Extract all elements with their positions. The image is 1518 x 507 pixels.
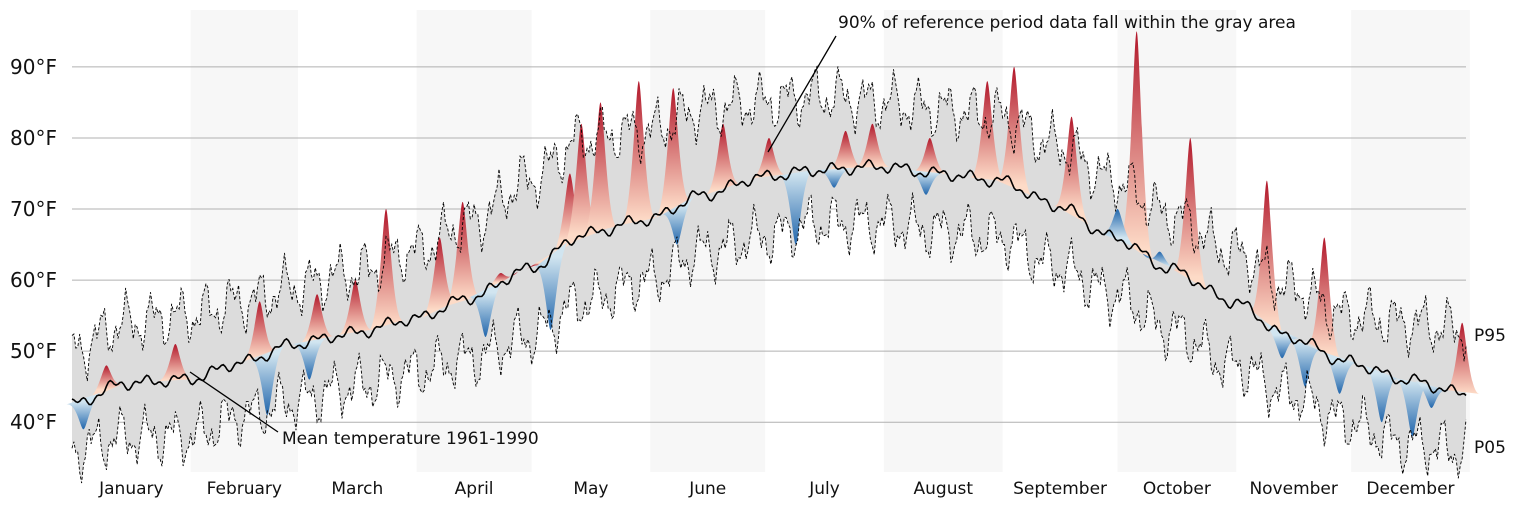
warm-anomaly	[912, 137, 948, 174]
cold-anomaly	[292, 337, 327, 380]
anomaly-spikes	[66, 31, 1480, 437]
cold-anomaly	[1395, 378, 1430, 437]
warm-anomaly	[1119, 31, 1154, 263]
cold-anomaly	[1142, 251, 1177, 271]
cold-anomaly	[1100, 209, 1135, 248]
percentile-band	[72, 66, 1466, 484]
p95-label: P95	[1474, 326, 1506, 346]
x-tick-label: June	[688, 479, 726, 499]
y-tick-label: 40°F	[10, 410, 57, 434]
cold-anomaly	[778, 170, 814, 245]
cold-anomaly	[816, 167, 852, 188]
warm-anomaly	[828, 130, 863, 170]
y-tick-label: 80°F	[10, 126, 57, 150]
cold-anomaly	[1364, 365, 1399, 423]
cold-anomaly	[659, 196, 695, 245]
y-tick-label: 70°F	[10, 197, 57, 221]
cold-anomaly	[533, 241, 568, 330]
warm-anomaly	[338, 280, 373, 335]
x-axis-month-labels: January February March April May June July Augu…	[98, 479, 1454, 499]
cold-anomaly	[468, 280, 503, 337]
cold-anomaly	[908, 169, 944, 195]
y-tick-label: 90°F	[10, 55, 57, 79]
y-tick-label: 50°F	[10, 339, 57, 363]
warm-anomaly	[996, 66, 1032, 196]
warm-anomaly	[368, 209, 404, 331]
warm-anomaly	[751, 137, 787, 179]
warm-anomaly	[299, 294, 335, 344]
x-tick-label: November	[1249, 479, 1337, 499]
p95-line	[71, 65, 1467, 382]
warm-anomaly	[445, 201, 480, 307]
x-tick-label: December	[1366, 479, 1454, 499]
warm-anomaly	[1054, 116, 1089, 225]
x-tick-label: January	[98, 479, 163, 499]
band-annotation-pointer	[767, 35, 837, 153]
mean-annotation-pointer	[189, 371, 279, 433]
warm-anomaly	[656, 88, 691, 218]
warm-anomaly	[525, 248, 561, 270]
x-tick-label: July	[808, 479, 840, 499]
warm-anomaly	[89, 365, 124, 400]
cold-anomaly	[1287, 336, 1323, 387]
y-tick-label: 60°F	[10, 268, 57, 292]
p05-label: P05	[1474, 438, 1506, 458]
x-tick-label: August	[914, 479, 974, 499]
x-tick-label: April	[455, 479, 494, 499]
y-axis-ticks: 40°F 50°F 60°F 70°F 80°F 90°F	[10, 55, 57, 434]
x-tick-label: September	[1013, 479, 1107, 499]
band-annotation: 90% of reference period data fall within…	[838, 13, 1296, 33]
cold-anomaly	[1264, 322, 1300, 359]
warm-anomaly	[705, 123, 741, 195]
cold-anomaly	[250, 345, 285, 416]
warm-anomaly	[1444, 322, 1480, 394]
warm-anomaly	[583, 102, 618, 235]
warm-anomaly	[422, 237, 457, 318]
x-tick-label: February	[207, 479, 282, 499]
warm-anomaly	[1249, 180, 1285, 336]
cold-anomaly	[1322, 351, 1357, 394]
x-tick-label: October	[1143, 479, 1211, 499]
cold-anomaly	[1414, 380, 1449, 409]
warm-anomaly	[621, 81, 657, 225]
mean-annotation: Mean temperature 1961-1990	[282, 429, 539, 449]
mean-line	[71, 158, 1467, 406]
x-tick-label: March	[331, 479, 383, 499]
warm-anomaly	[242, 301, 277, 362]
warm-anomaly	[855, 123, 890, 168]
warm-anomaly	[158, 344, 193, 382]
x-tick-label: May	[573, 479, 608, 499]
